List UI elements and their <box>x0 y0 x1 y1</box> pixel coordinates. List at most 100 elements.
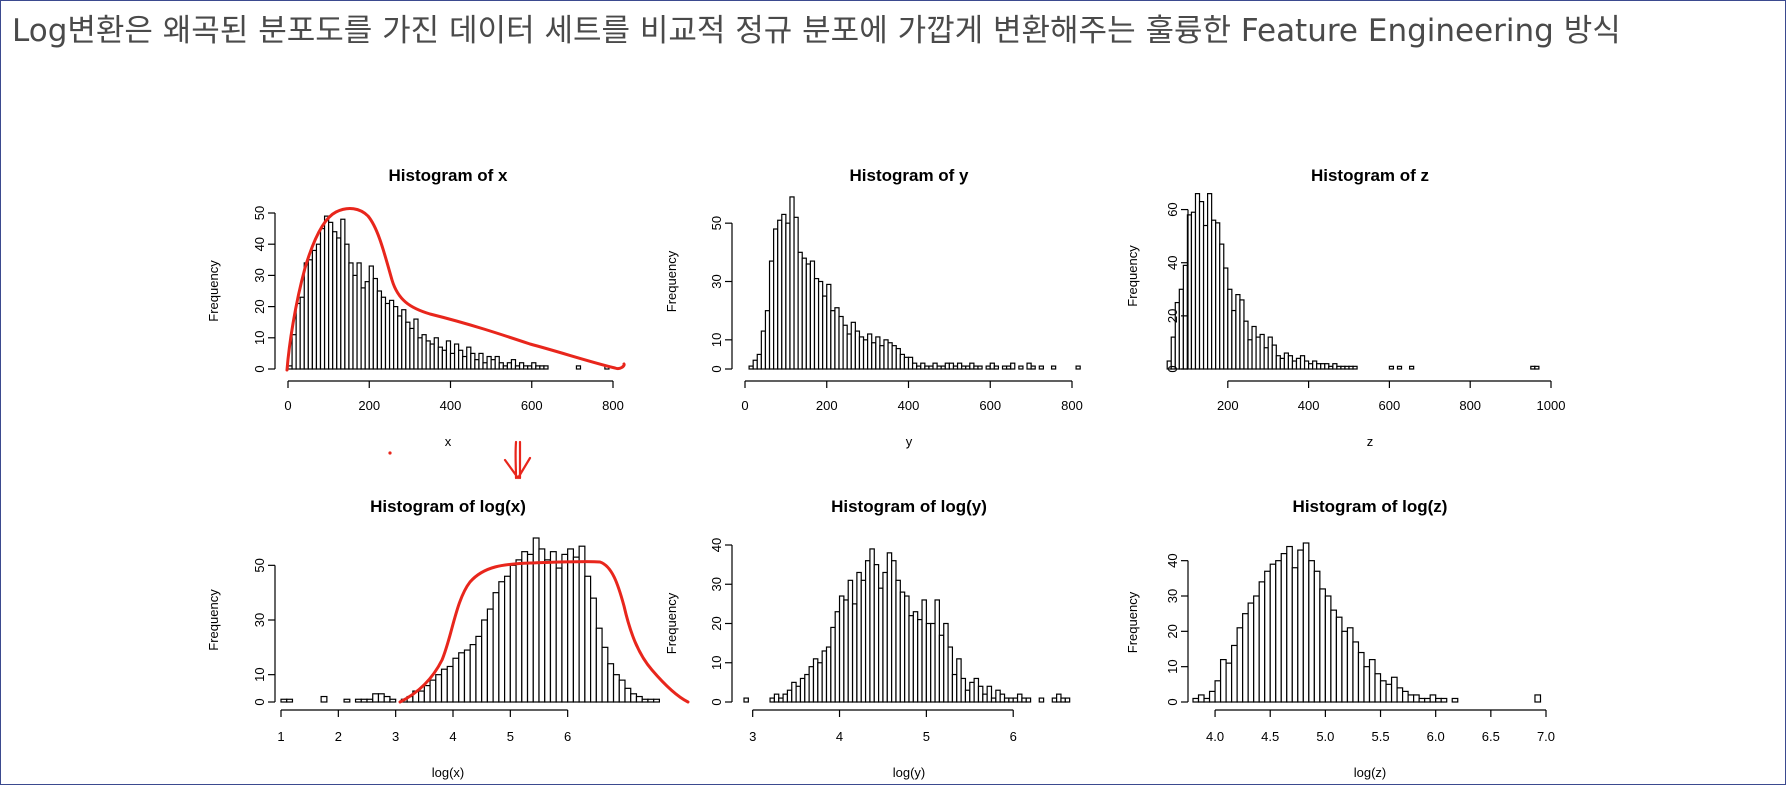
histogram-bar <box>916 365 922 370</box>
histogram-bar <box>873 564 880 703</box>
histogram-bar <box>752 359 758 370</box>
histogram-bar <box>969 362 975 370</box>
y-tick-label: 50 <box>252 206 267 220</box>
histogram-bar <box>1219 243 1225 370</box>
histogram-panel: Histogram of log(y) 3 4 5 6 log(y) 0 10 20 30 40 Fr… <box>664 497 1071 780</box>
histogram-bar <box>641 698 649 703</box>
histogram-bar <box>1390 676 1398 703</box>
histogram-bar <box>1291 567 1299 703</box>
histogram-bar <box>299 296 305 370</box>
histogram-bar <box>1302 542 1310 703</box>
histogram-bar <box>887 342 893 370</box>
histogram-bar <box>372 693 380 703</box>
histogram-bar <box>1012 697 1019 703</box>
histogram-bar <box>544 559 552 703</box>
histogram-bar <box>1308 560 1315 703</box>
chart-title: Histogram of z <box>1311 166 1429 185</box>
x-tick-label: 200 <box>1217 398 1239 413</box>
histogram-bar <box>1330 609 1338 703</box>
chart-title: Histogram of y <box>849 166 969 185</box>
histogram-bar <box>303 262 309 370</box>
x-tick-label: 600 <box>521 398 543 413</box>
histogram-bar <box>486 355 492 370</box>
histogram-bar <box>320 695 328 703</box>
histogram-bar <box>624 687 632 703</box>
histogram-bar <box>578 545 586 703</box>
histogram-bar <box>527 365 533 370</box>
histogram-bar <box>860 579 867 703</box>
histogram-bar <box>1025 697 1032 703</box>
histogram-bar <box>891 345 897 370</box>
histogram-bar <box>1299 355 1306 370</box>
red-ink-curve-x <box>285 207 626 372</box>
histogram-bar <box>956 658 962 703</box>
histogram-bar <box>871 342 877 370</box>
histogram-bar <box>842 324 848 370</box>
y-tick-label: 10 <box>252 667 267 681</box>
histogram-bar <box>773 693 780 703</box>
histogram-bar <box>475 635 483 703</box>
histogram-bar <box>572 556 580 703</box>
histogram-bar <box>1038 365 1044 370</box>
histogram-bar <box>1295 357 1302 370</box>
y-tick-label: 0 <box>252 698 267 705</box>
histogram-bar <box>1271 344 1277 370</box>
histogram-bar <box>1363 666 1371 703</box>
histogram-bar <box>498 362 504 370</box>
x-tick-label: 0 <box>741 398 748 413</box>
histogram-bar <box>1198 201 1205 370</box>
histogram-bar <box>1202 224 1209 370</box>
histogram-bar <box>812 658 819 703</box>
histogram-bar <box>543 365 549 370</box>
histogram-bar <box>793 216 799 370</box>
histogram-bar <box>743 697 749 703</box>
histogram-bar <box>502 365 508 370</box>
histogram-bar <box>1170 336 1176 370</box>
histogram-bar <box>389 698 397 703</box>
histogram-bar <box>1275 560 1282 703</box>
histogram-bar <box>899 591 906 703</box>
histogram-bar <box>1319 588 1326 703</box>
histogram-bar <box>446 665 454 703</box>
histogram-bar <box>425 340 431 370</box>
histogram-bar <box>795 685 802 703</box>
histogram-bar <box>1263 347 1269 370</box>
histogram-bar <box>834 307 840 370</box>
x-tick-label: 400 <box>898 398 920 413</box>
x-tick-label: 0 <box>284 398 291 413</box>
red-ink-curve-logx <box>398 560 690 704</box>
histogram-bar <box>589 597 597 703</box>
histogram-bar <box>1253 595 1260 703</box>
histogram-bar <box>1227 288 1233 370</box>
histogram-bar <box>470 352 476 370</box>
histogram-bar <box>982 693 988 703</box>
histogram-bar <box>463 649 471 703</box>
histogram-bar <box>423 684 431 703</box>
x-axis-label: z <box>1367 434 1374 449</box>
chart-title: Histogram of log(x) <box>370 497 526 516</box>
x-tick-label: 4.0 <box>1206 729 1224 744</box>
histogram-bar <box>778 697 784 703</box>
histogram-bar <box>1064 697 1071 703</box>
histogram-bar <box>364 281 370 370</box>
histogram-bar <box>932 362 938 370</box>
histogram-bar <box>1235 294 1241 370</box>
histogram-bar <box>989 362 995 370</box>
histogram-bar <box>561 553 569 703</box>
histogram-bar <box>618 679 626 703</box>
x-tick-label: 400 <box>1298 398 1320 413</box>
histogram-bar <box>952 365 959 370</box>
histogram-bar <box>1050 365 1057 370</box>
histogram-bar <box>964 689 971 703</box>
histogram-bar <box>817 280 824 370</box>
histogram-bar <box>607 663 615 703</box>
histogram-bar <box>809 260 816 370</box>
histogram-bar <box>1320 363 1326 370</box>
histogram-bar <box>531 362 537 370</box>
x-tick-label: 6 <box>564 729 571 744</box>
histogram-bar <box>1368 658 1376 703</box>
histogram-bar <box>856 571 862 703</box>
histogram-bar <box>384 302 391 370</box>
histogram-bar <box>995 689 1001 703</box>
histogram-bar <box>449 352 456 370</box>
